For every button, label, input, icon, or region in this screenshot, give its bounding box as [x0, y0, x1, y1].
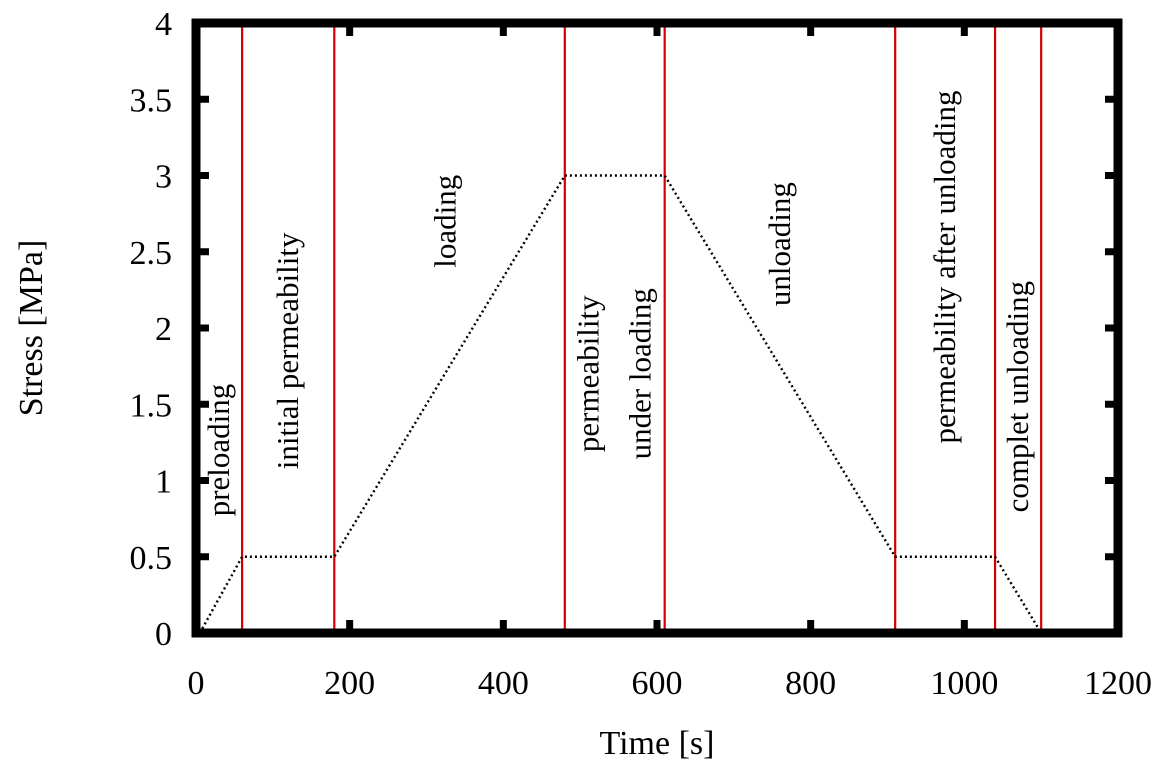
phase-label-text: permeability — [571, 295, 606, 452]
y-tick-label: 1 — [155, 464, 172, 501]
phase-label-text: permeability after unloading — [927, 91, 962, 444]
phase-label-text: loading — [428, 175, 463, 268]
phase-label-text: preloading — [201, 384, 236, 517]
x-tick-label: 800 — [785, 665, 836, 702]
axis-ticks — [196, 23, 1118, 633]
x-tick-label: 400 — [478, 665, 529, 702]
phase-labels: preloading initial permeability loading per… — [201, 91, 1035, 517]
y-tick-label: 0.5 — [130, 540, 173, 577]
x-axis-label: Time [s] — [600, 725, 715, 762]
y-tick-label: 2.5 — [130, 235, 173, 272]
phase-label-text: initial permeability — [270, 232, 305, 469]
x-tick-labels: 0 200 400 600 800 1000 1200 — [188, 665, 1153, 702]
phase-label: permeability after unloading — [927, 91, 962, 444]
phase-label: complet unloading — [1000, 281, 1035, 513]
y-tick-labels: 0 0.5 1 1.5 2 2.5 3 3.5 4 — [130, 6, 173, 653]
y-tick-label: 3.5 — [130, 82, 173, 119]
stress-series — [198, 174, 1043, 634]
y-tick-label: 3 — [155, 159, 172, 196]
phase-label: permeability under loading — [571, 288, 658, 459]
phase-label: unloading — [762, 182, 797, 306]
phase-label: preloading — [201, 384, 236, 517]
x-tick-label: 1200 — [1084, 665, 1152, 702]
phase-label-text: unloading — [762, 182, 797, 306]
phase-label-text: under loading — [623, 288, 658, 459]
y-tick-label: 4 — [155, 6, 172, 43]
y-tick-label: 2 — [155, 311, 172, 348]
phase-boundary-lines — [241, 23, 1043, 633]
x-tick-label: 200 — [324, 665, 375, 702]
y-tick-label: 0 — [155, 616, 172, 653]
x-tick-label: 0 — [188, 665, 205, 702]
y-tick-label: 1.5 — [130, 387, 173, 424]
y-axis-label: Stress [MPa] — [13, 240, 50, 417]
phase-label-text: complet unloading — [1000, 281, 1035, 513]
x-tick-label: 1000 — [930, 665, 998, 702]
x-tick-label: 600 — [632, 665, 683, 702]
phase-label: loading — [428, 175, 463, 268]
phase-label: initial permeability — [270, 232, 305, 469]
stress-line — [198, 174, 1043, 634]
